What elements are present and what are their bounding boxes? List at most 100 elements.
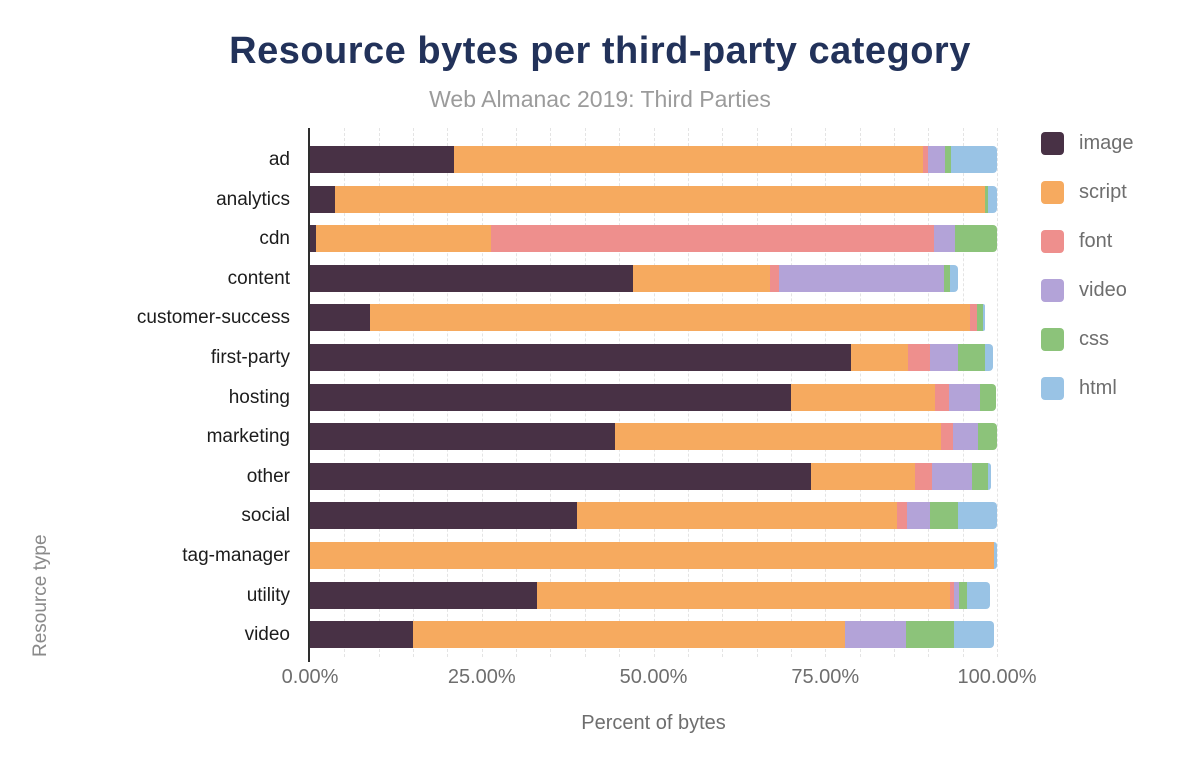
bar-other	[310, 462, 997, 490]
bar-segment-hosting-video[interactable]	[948, 383, 981, 411]
bar-video	[310, 621, 997, 649]
legend-swatch-script	[1041, 181, 1064, 204]
bar-segment-content-video[interactable]	[779, 264, 945, 292]
category-label-video: video	[244, 624, 290, 646]
legend-item-video[interactable]: video	[1041, 278, 1127, 303]
bar-segment-utility-font[interactable]	[949, 581, 955, 609]
bar-segment-content-script[interactable]	[632, 264, 771, 292]
legend-item-font[interactable]: font	[1041, 229, 1112, 254]
bar-segment-first-party-script[interactable]	[850, 344, 909, 371]
bar-segment-tag-manager-script[interactable]	[310, 542, 994, 569]
bar-segment-other-css[interactable]	[972, 462, 989, 490]
bar-segment-analytics-css[interactable]	[985, 185, 989, 213]
legend-label-html: html	[1079, 377, 1117, 399]
bar-segment-hosting-font[interactable]	[935, 383, 949, 411]
category-label-marketing: marketing	[206, 426, 290, 448]
bar-segment-hosting-css[interactable]	[980, 383, 997, 411]
bar-segment-customer-success-image[interactable]	[310, 304, 371, 332]
x-tick-50: 50.00%	[619, 666, 688, 688]
bar-segment-first-party-font[interactable]	[908, 344, 931, 371]
bar-segment-other-script[interactable]	[810, 462, 915, 490]
bar-segment-hosting-script[interactable]	[790, 383, 936, 411]
bar-segment-other-html[interactable]	[988, 462, 991, 490]
bar-segment-ad-css[interactable]	[945, 146, 951, 173]
bar-segment-marketing-css[interactable]	[978, 423, 997, 451]
bar-segment-social-image[interactable]	[310, 502, 577, 530]
bar-segment-first-party-css[interactable]	[958, 344, 986, 371]
bar-tag-manager	[310, 542, 997, 569]
bar-segment-content-image[interactable]	[310, 264, 633, 292]
bar-segment-utility-script[interactable]	[536, 581, 950, 609]
bar-segment-cdn-video[interactable]	[933, 225, 956, 253]
y-axis-line	[308, 128, 310, 662]
bar-segment-other-font[interactable]	[914, 462, 932, 490]
legend-label-script: script	[1079, 181, 1127, 203]
bar-segment-content-css[interactable]	[944, 264, 950, 292]
bar-segment-analytics-script[interactable]	[334, 185, 986, 213]
category-label-hosting: hosting	[228, 386, 290, 408]
bar-segment-ad-script[interactable]	[454, 146, 923, 173]
bar-segment-marketing-image[interactable]	[310, 423, 616, 451]
bar-segment-utility-css[interactable]	[959, 581, 968, 609]
bar-segment-cdn-font[interactable]	[490, 225, 934, 253]
bar-segment-social-html[interactable]	[958, 502, 997, 530]
bar-segment-customer-success-css[interactable]	[977, 304, 983, 332]
bar-segment-customer-success-script[interactable]	[370, 304, 971, 332]
bar-ad	[310, 146, 997, 173]
bar-segment-first-party-html[interactable]	[985, 344, 993, 371]
bar-segment-tag-manager-html[interactable]	[993, 542, 997, 569]
bar-segment-marketing-script[interactable]	[615, 423, 942, 451]
bar-utility	[310, 581, 997, 609]
bar-segment-ad-font[interactable]	[922, 146, 928, 173]
bar-segment-cdn-css[interactable]	[955, 225, 997, 253]
bar-segment-social-video[interactable]	[906, 502, 930, 530]
bar-segment-video-css[interactable]	[906, 621, 955, 649]
bar-segment-ad-html[interactable]	[950, 146, 997, 173]
bar-segment-video-html[interactable]	[954, 621, 994, 649]
legend-item-html[interactable]: html	[1041, 376, 1117, 401]
bar-segment-other-image[interactable]	[310, 462, 811, 490]
bar-segment-ad-video[interactable]	[927, 146, 946, 173]
bar-segment-content-font[interactable]	[770, 264, 780, 292]
category-label-content: content	[227, 267, 290, 289]
bar-segment-cdn-image[interactable]	[310, 225, 317, 253]
bar-segment-first-party-image[interactable]	[310, 344, 851, 371]
bar-segment-other-video[interactable]	[931, 462, 973, 490]
legend-swatch-video	[1041, 279, 1064, 302]
bar-segment-video-script[interactable]	[413, 621, 846, 649]
bar-segment-utility-html[interactable]	[967, 581, 991, 609]
category-label-ad: ad	[268, 149, 290, 170]
bar-segment-marketing-video[interactable]	[953, 423, 979, 451]
bar-segment-customer-success-font[interactable]	[970, 304, 978, 332]
bar-segment-hosting-image[interactable]	[310, 383, 791, 411]
x-axis-tick-labels: 0.00% 25.00% 50.00% 75.00% 100.00%	[282, 666, 1037, 690]
bar-customer-success	[310, 304, 997, 332]
legend-item-css[interactable]: css	[1041, 327, 1109, 352]
bar-segment-analytics-image[interactable]	[310, 185, 335, 213]
bar-segment-first-party-video[interactable]	[930, 344, 959, 371]
category-label-social: social	[241, 505, 290, 527]
x-tick-100: 100.00%	[957, 666, 1037, 688]
x-tick-25: 25.00%	[447, 666, 516, 688]
bar-segment-utility-video[interactable]	[954, 581, 960, 609]
bar-segment-customer-success-html[interactable]	[982, 304, 986, 332]
legend-item-script[interactable]: script	[1041, 180, 1127, 205]
bar-segment-social-script[interactable]	[576, 502, 898, 530]
bar-segment-video-image[interactable]	[310, 621, 414, 649]
bar-segment-social-font[interactable]	[897, 502, 907, 530]
bar-segment-content-html[interactable]	[949, 264, 958, 292]
category-label-other: other	[246, 465, 290, 487]
bar-segment-social-css[interactable]	[929, 502, 959, 530]
legend-label-video: video	[1079, 279, 1127, 301]
bar-segment-ad-image[interactable]	[310, 146, 455, 173]
bar-segment-utility-image[interactable]	[310, 581, 537, 609]
bar-segment-analytics-html[interactable]	[988, 185, 997, 213]
bar-segment-cdn-script[interactable]	[316, 225, 491, 253]
legend-item-image[interactable]: image	[1041, 131, 1133, 156]
legend-swatch-image	[1041, 132, 1064, 155]
x-tick-75: 75.00%	[791, 666, 860, 688]
bar-hosting	[310, 383, 997, 411]
bar-segment-marketing-font[interactable]	[941, 423, 953, 451]
legend-swatch-css	[1041, 328, 1064, 351]
bar-segment-video-video[interactable]	[845, 621, 907, 649]
